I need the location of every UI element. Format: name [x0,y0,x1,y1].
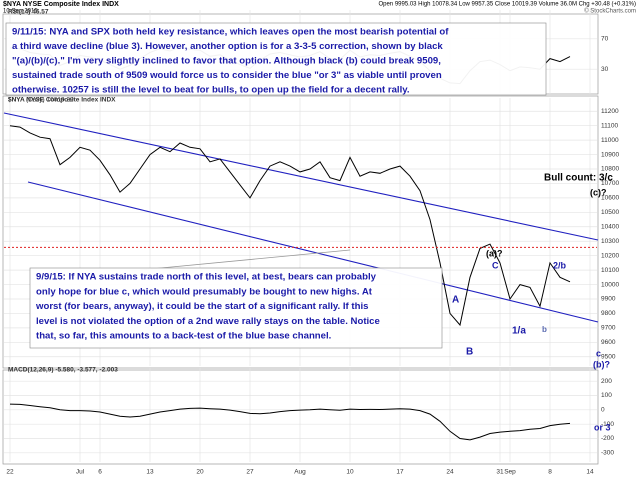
y-tick-label: 10200 [601,252,619,259]
pointer [139,249,351,271]
y-tick-label: -100 [601,421,614,428]
legend-entry: $NYA (Daily) 10019.39 [8,97,74,104]
y-tick-label: 10500 [601,209,619,216]
wave-label: or 3 [594,422,611,432]
note-text: a third wave decline (blue 3). However, … [12,41,443,52]
note-text: sustained trade south of 9509 would forc… [12,70,442,81]
y-tick-label: 9600 [601,339,616,346]
y-tick-label: 11000 [601,137,619,144]
note-text: "(a)/(b)/(c)." I'm very slightly incline… [12,56,441,67]
wave-label: c [596,348,601,358]
lower-channel [27,181,599,323]
x-tick-label: 20 [196,469,204,476]
credit: © StockCharts.com [584,8,636,15]
y-tick-label: 200 [601,378,612,385]
chart-title: $NYA NYSE Composite Index INDX [3,1,119,8]
note-text: worst (for bears, anyway), it could be t… [35,301,368,312]
y-tick-label: 11200 [601,108,619,115]
note-box [5,22,547,96]
y-tick-label: 10100 [601,267,619,274]
y-tick-label: -300 [601,450,614,457]
x-tick-label: 13 [146,469,154,476]
x-tick-label: 10 [346,469,354,476]
y-tick-label: 9900 [601,296,616,303]
panel-title: $NYA NYSE Composite Index INDX [8,97,116,104]
wave-label: B [466,347,473,358]
y-tick-label: 10300 [601,238,619,245]
y-tick-label: 0 [601,407,605,414]
x-tick-label: Sep [504,469,516,476]
panel-title: RSI(14) 46.57 [8,9,49,16]
x-tick-label: 31 [496,469,504,476]
y-tick-label: 100 [601,392,612,399]
x-tick-label: 17 [396,469,404,476]
series-line [9,403,571,441]
x-tick-label: 6 [98,469,102,476]
wave-label: C [492,260,499,270]
y-tick-label: 10800 [601,166,619,173]
x-tick-label: Jul [76,469,85,476]
note-text: 9/11/15: NYA and SPX both held key resis… [12,27,449,38]
x-tick-label: 27 [246,469,254,476]
wave-label: 2/b [553,260,567,270]
note-text: otherwise. 10257 is still the level to b… [12,85,410,96]
note-text: level is not violated the option of a 2n… [36,316,380,327]
date: 10-Sep-2015 [3,9,38,15]
wave-label: (b)? [593,359,610,369]
note-text: 9/9/15: If NYA sustains trade north of t… [36,272,377,283]
y-tick-label: -200 [601,435,614,442]
macd-frame [2,369,599,465]
wave-label: b [542,325,547,334]
x-tick-label: 22 [6,469,14,476]
series-line [9,125,571,327]
x-tick-label: 14 [586,469,594,476]
wave-label: Bull count: 3/c [544,173,613,184]
y-tick-label: 11100 [601,122,618,129]
x-tick-label: 8 [548,469,552,476]
note-box [29,267,443,349]
wave-label: (c)? [590,187,607,197]
y-tick-label: 30 [601,66,609,73]
y-tick-label: 10000 [601,281,619,288]
y-tick-label: 10700 [601,180,619,187]
y-tick-label: 10900 [601,151,619,158]
panel-title: MACD(12,26,9) -5.580, -3.577, -2.003 [8,367,118,374]
quote: Open 9995.03 High 10078.34 Low 9957.35 C… [378,2,636,8]
price-frame [2,95,599,369]
note-text: that, so far, this amounts to a back-tes… [36,331,331,342]
upper-channel [3,112,599,241]
wave-label: (a)? [486,248,503,258]
y-tick-label: 9500 [601,353,616,360]
wave-label: A [452,295,459,306]
wave-label: 1/a [512,326,526,337]
y-tick-label: 10400 [601,223,619,230]
x-tick-label: 24 [446,469,454,476]
x-tick-label: Aug [294,469,306,476]
note-text: only hope for blue c, which would presum… [36,286,373,297]
y-tick-label: 9800 [601,310,616,317]
y-tick-label: 10600 [601,195,619,202]
y-tick-label: 9700 [601,325,616,332]
y-tick-label: 70 [601,36,609,43]
